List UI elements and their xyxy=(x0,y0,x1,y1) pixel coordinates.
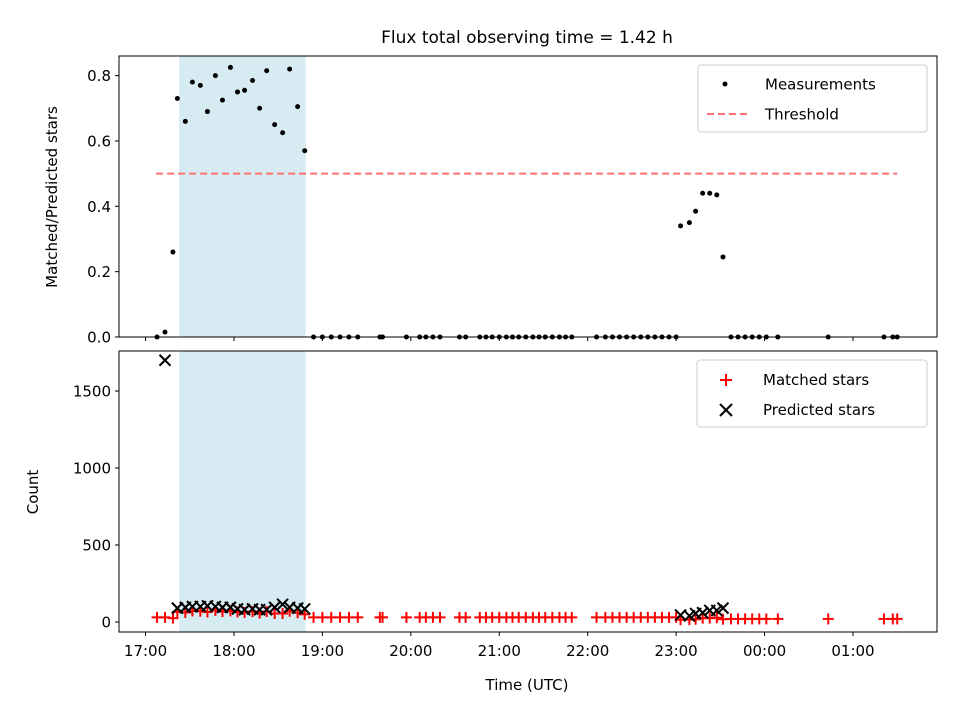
measurement-point xyxy=(686,220,692,226)
chart-title: Flux total observing time = 1.42 h xyxy=(381,28,673,48)
matched-star-point xyxy=(400,611,412,623)
legend-threshold-label: Threshold xyxy=(764,106,839,124)
measurement-point xyxy=(242,87,248,93)
top-y-axis: 0.0 0.2 0.4 0.6 0.8 xyxy=(87,67,119,347)
top-y-label: Matched/Predicted stars xyxy=(43,106,61,288)
measurement-point xyxy=(707,190,713,196)
matched-star-point xyxy=(760,613,772,625)
predicted-star-point xyxy=(158,354,172,367)
measurement-point xyxy=(212,73,218,79)
matched-star-point xyxy=(377,611,389,623)
x-tick-label: 01:00 xyxy=(831,642,874,660)
measurement-point xyxy=(227,64,233,70)
measurement-point xyxy=(250,78,256,84)
matched-star-point xyxy=(434,611,446,623)
measurement-point xyxy=(182,118,188,124)
x-tick-label: 23:00 xyxy=(655,642,698,660)
bottom-legend: Matched stars Predicted stars xyxy=(696,359,928,428)
measurement-point xyxy=(257,105,263,111)
legend-predicted-marker xyxy=(719,403,733,417)
top-shaded-span xyxy=(179,56,306,337)
top-y-tick-label: 0.4 xyxy=(87,198,111,216)
predicted-star-point xyxy=(260,603,273,616)
bottom-legend-box xyxy=(696,359,928,428)
matched-star-point xyxy=(460,611,472,623)
matched-star-point xyxy=(167,612,179,624)
matched-star-point xyxy=(822,613,834,625)
predicted-points xyxy=(158,354,730,623)
bottom-axes-frame xyxy=(118,350,938,633)
top-y-tick-label: 0.8 xyxy=(87,67,111,85)
top-legend-box xyxy=(697,64,928,133)
bottom-x-axis: 17:00 18:00 19:00 20:00 21:00 22:00 23:00 00:00… xyxy=(124,632,875,660)
bottom-panel: 0 500 1000 1500 17:00 18:00 19:00 20:00 21:00 22… xyxy=(24,350,938,694)
top-panel: Flux total observing time = 1.42 h 0.00.… xyxy=(43,28,938,347)
predicted-star-point xyxy=(298,602,311,616)
legend-matched-marker xyxy=(720,374,732,386)
measurement-point xyxy=(678,223,684,229)
predicted-star-point xyxy=(716,601,730,615)
measurement-point xyxy=(219,97,225,103)
bottom-y-tick-label: 0 xyxy=(101,613,111,631)
x-tick-label: 17:00 xyxy=(124,642,167,660)
measurement-point xyxy=(714,192,720,198)
measurement-point xyxy=(189,79,195,85)
measurement-point xyxy=(287,66,293,72)
top-axes-frame xyxy=(118,55,938,338)
legend-measurements-marker xyxy=(722,81,728,87)
legend-measurements-label: Measurements xyxy=(765,76,876,94)
top-y-tick-label: 0.0 xyxy=(87,329,111,347)
measurement-point xyxy=(162,329,168,335)
measurement-point xyxy=(272,122,278,128)
top-x-ticks xyxy=(145,337,854,341)
x-tick-label: 22:00 xyxy=(566,642,609,660)
x-axis-label: Time (UTC) xyxy=(485,676,569,694)
top-y-tick-label: 0.6 xyxy=(87,132,111,150)
measurement-point xyxy=(264,68,270,74)
top-legend: Measurements Threshold xyxy=(697,64,928,133)
predicted-star-point xyxy=(268,601,281,614)
predicted-star-point xyxy=(276,598,289,611)
measurement-point xyxy=(280,130,286,136)
measurement-point xyxy=(693,208,699,214)
x-tick-label: 19:00 xyxy=(301,642,344,660)
matched-star-point xyxy=(352,611,364,623)
measurement-point xyxy=(720,254,726,260)
bottom-shaded-span xyxy=(179,351,306,632)
measurement-point xyxy=(700,190,706,196)
matched-star-point xyxy=(277,608,289,620)
measurement-point xyxy=(234,89,240,95)
measurement-point xyxy=(197,82,203,88)
predicted-star-point xyxy=(696,606,709,619)
bottom-y-tick-label: 500 xyxy=(82,537,111,555)
measurement-point xyxy=(174,95,180,101)
matched-star-point xyxy=(566,611,578,623)
measurement-point xyxy=(302,148,308,154)
legend-predicted-label: Predicted stars xyxy=(763,401,875,419)
legend-matched-label: Matched stars xyxy=(763,371,869,389)
x-tick-label: 18:00 xyxy=(212,642,255,660)
x-tick-label: 20:00 xyxy=(389,642,432,660)
bottom-y-tick-label: 1500 xyxy=(73,383,111,401)
measurement-point xyxy=(170,249,176,255)
matched-star-point xyxy=(891,613,903,625)
bottom-y-tick-label: 1000 xyxy=(73,460,111,478)
measurement-point xyxy=(295,104,301,110)
bottom-y-label: Count xyxy=(24,470,42,515)
matched-star-point xyxy=(711,612,723,624)
x-tick-label: 00:00 xyxy=(743,642,786,660)
bottom-y-axis: 0 500 1000 1500 xyxy=(73,383,119,631)
measurement-point xyxy=(204,109,210,115)
matched-star-point xyxy=(772,613,784,625)
x-tick-label: 21:00 xyxy=(478,642,521,660)
matched-star-point xyxy=(299,608,311,620)
top-y-tick-label: 0.2 xyxy=(87,263,111,281)
